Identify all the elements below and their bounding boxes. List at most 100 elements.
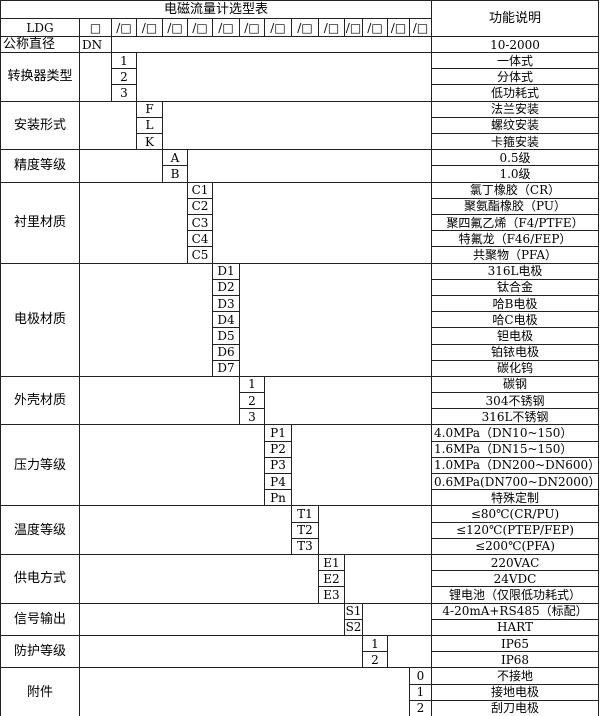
option-code: D4 xyxy=(212,311,240,329)
model-prefix: LDG xyxy=(0,18,80,37)
option-desc: IP68 xyxy=(431,651,599,669)
option-desc: 特氟龙（F46/FEP） xyxy=(431,230,599,248)
group-label: 温度等级 xyxy=(0,505,80,556)
option-desc: ≤80℃(CR/PU) xyxy=(431,505,599,523)
option-desc: 接地电极 xyxy=(431,683,599,701)
option-code: P4 xyxy=(264,473,292,491)
model-code-box: /□ xyxy=(212,18,240,37)
option-code: C5 xyxy=(187,246,213,264)
blank-cell xyxy=(344,554,432,604)
blank-cell xyxy=(136,52,432,102)
table-title: 电磁流量计选型表 xyxy=(0,0,432,19)
blank-cell xyxy=(362,602,432,636)
option-code: S1 xyxy=(344,602,363,620)
model-code-box: /□ xyxy=(409,18,432,37)
option-desc: 螺纹安装 xyxy=(431,116,599,134)
option-desc: 1.6MPa（DN15~150） xyxy=(431,440,599,458)
group-label: 供电方式 xyxy=(0,554,80,604)
group-label: 附件 xyxy=(0,667,80,716)
option-desc: IP65 xyxy=(431,635,599,653)
blank-cell xyxy=(79,149,163,183)
option-code: 2 xyxy=(239,392,265,410)
blank-cell xyxy=(264,375,432,426)
option-code: 1 xyxy=(362,635,388,653)
option-code: 3 xyxy=(111,84,137,102)
option-desc: 一体式 xyxy=(431,52,599,70)
option-desc: 4-20mA+RS485（标配） xyxy=(431,602,599,620)
blank-cell xyxy=(239,262,432,377)
nominal-desc: 10-2000 xyxy=(431,36,599,53)
option-code: C2 xyxy=(187,197,213,215)
blank-cell xyxy=(79,100,137,151)
option-code: P1 xyxy=(264,424,292,442)
option-desc: 钽电极 xyxy=(431,327,599,345)
option-code: C4 xyxy=(187,230,213,248)
option-desc: 24VDC xyxy=(431,570,599,588)
option-code: 1 xyxy=(111,52,137,70)
group-label: 电极材质 xyxy=(0,262,80,377)
option-desc: ≤200℃(PFA) xyxy=(431,537,599,556)
option-desc: 锂电池（仅限低功耗式） xyxy=(431,586,599,604)
blank-cell xyxy=(79,375,240,426)
option-code: K xyxy=(136,132,163,151)
option-code: P3 xyxy=(264,456,292,475)
option-desc: 220VAC xyxy=(431,554,599,572)
option-desc: 碳钢 xyxy=(431,375,599,394)
option-desc: 卡箍安装 xyxy=(431,132,599,151)
option-desc: 1.0MPa（DN200~DN600） xyxy=(431,456,600,475)
option-desc: ≤120℃(PTEP/FEP) xyxy=(431,521,599,539)
option-code: D1 xyxy=(212,262,240,280)
option-desc: 特殊定制 xyxy=(431,489,599,507)
option-code: 2 xyxy=(409,699,432,716)
blank-cell xyxy=(79,554,319,604)
option-code: A xyxy=(162,149,188,167)
blank-cell xyxy=(79,505,292,556)
model-code-box: /□ xyxy=(111,18,137,37)
option-code: D5 xyxy=(212,327,240,345)
model-code-box: □ xyxy=(79,18,112,37)
option-desc: 0.6MPa(DN700~DN2000） xyxy=(431,473,600,491)
option-code: D6 xyxy=(212,343,240,361)
option-code: D3 xyxy=(212,294,240,313)
option-code: Pn xyxy=(264,489,292,507)
model-code-box: /□ xyxy=(187,18,213,37)
option-code: T3 xyxy=(291,537,319,556)
option-code: 1 xyxy=(239,375,265,394)
group-label: 安装形式 xyxy=(0,100,80,151)
blank-cell xyxy=(79,635,363,669)
option-code: 2 xyxy=(111,68,137,86)
option-code: T1 xyxy=(291,505,319,523)
group-label: 转换器类型 xyxy=(0,52,80,102)
option-code: S2 xyxy=(344,618,363,637)
model-code-box: /□ xyxy=(387,18,410,37)
option-code: C3 xyxy=(187,213,213,232)
option-code: E2 xyxy=(318,570,345,588)
option-desc: 304不锈钢 xyxy=(431,392,599,410)
option-desc: 法兰安装 xyxy=(431,100,599,118)
group-label: 精度等级 xyxy=(0,149,80,183)
option-desc: 刮刀电极 xyxy=(431,699,599,716)
group-label: 衬里材质 xyxy=(0,181,80,264)
blank-cell xyxy=(187,149,432,183)
nominal-code: DN xyxy=(79,36,112,53)
option-desc: 碳化钨 xyxy=(431,359,599,377)
option-code: E3 xyxy=(318,586,345,604)
blank-cell xyxy=(318,505,432,556)
option-desc: 1.0级 xyxy=(431,165,599,183)
blank-cell xyxy=(291,424,432,507)
nominal-label: 公称直径 xyxy=(0,36,80,53)
option-desc: 4.0MPa（DN10~150） xyxy=(431,424,599,442)
option-desc: 不接地 xyxy=(431,667,599,685)
blank-cell xyxy=(212,181,432,264)
option-desc: HART xyxy=(431,618,599,637)
option-desc: 低功耗式 xyxy=(431,84,599,102)
group-label: 压力等级 xyxy=(0,424,80,507)
model-code-box: /□ xyxy=(239,18,265,37)
model-code-box: /□ xyxy=(291,18,319,37)
option-desc: 316L电极 xyxy=(431,262,599,280)
option-code: D2 xyxy=(212,278,240,296)
option-code: B xyxy=(162,165,188,183)
option-code: 3 xyxy=(239,408,265,426)
blank-cell xyxy=(79,52,112,102)
option-desc: 0.5级 xyxy=(431,149,599,167)
